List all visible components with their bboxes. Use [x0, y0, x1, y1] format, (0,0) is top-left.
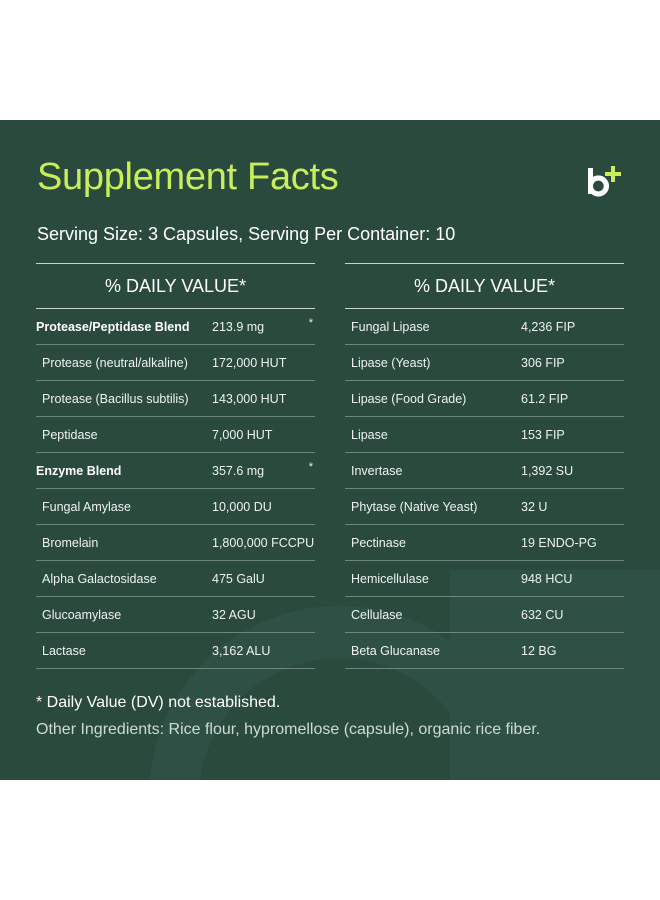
ingredient-name: Protease (Bacillus subtilis) — [42, 392, 189, 406]
ingredient-name: Lactase — [42, 644, 86, 658]
daily-value-footnote: * Daily Value (DV) not established. — [36, 694, 281, 711]
ingredient-amount: 306 FIP — [521, 356, 565, 370]
ingredient-name: Fungal Lipase — [351, 320, 430, 334]
left-daily-value-header: % DAILY VALUE* — [36, 263, 315, 309]
ingredient-amount: 32 U — [521, 500, 548, 514]
table-row: Invertase 1,392 SU — [345, 453, 624, 489]
ingredient-amount: 19 ENDO-PG — [521, 536, 597, 550]
supplement-facts-panel: Supplement Facts Serving Size: 3 Capsule… — [0, 120, 660, 780]
table-row: Cellulase 632 CU — [345, 597, 624, 633]
table-row: Lipase 153 FIP — [345, 417, 624, 453]
ingredient-name: Glucoamylase — [42, 608, 122, 622]
ingredient-amount: 32 AGU — [212, 608, 256, 622]
right-nutrient-table: % DAILY VALUE* Fungal Lipase 4,236 FIP Lip… — [345, 263, 624, 669]
ingredient-name: Pectinase — [351, 536, 406, 550]
ingredient-name: Lipase (Yeast) — [351, 356, 431, 370]
table-row: Enzyme Blend 357.6 mg * — [36, 453, 315, 489]
ingredient-name: Lipase (Food Grade) — [351, 392, 467, 406]
table-row: Phytase (Native Yeast) 32 U — [345, 489, 624, 525]
ingredient-amount: 948 HCU — [521, 572, 573, 586]
ingredient-name: Beta Glucanase — [351, 644, 440, 658]
ingredient-amount: 632 CU — [521, 608, 564, 622]
left-nutrient-table: % DAILY VALUE* Protease/Peptidase Blend 2… — [36, 263, 315, 669]
table-row: Protease/Peptidase Blend 213.9 mg * — [36, 309, 315, 345]
table-row: Peptidase 7,000 HUT — [36, 417, 315, 453]
table-row: Lipase (Yeast) 306 FIP — [345, 345, 624, 381]
ingredient-name: Cellulase — [351, 608, 403, 622]
table-row: Fungal Lipase 4,236 FIP — [345, 309, 624, 345]
ingredient-name: Protease/Peptidase Blend — [36, 320, 190, 334]
table-row: Protease (neutral/alkaline) 172,000 HUT — [36, 345, 315, 381]
table-row: Protease (Bacillus subtilis) 143,000 HUT — [36, 381, 315, 417]
table-row: Bromelain 1,800,000 FCCPU — [36, 525, 315, 561]
ingredient-amount: 61.2 FIP — [521, 392, 569, 406]
ingredient-amount: 357.6 mg — [212, 464, 265, 478]
ingredient-name: Enzyme Blend — [36, 464, 122, 478]
table-row: Lipase (Food Grade) 61.2 FIP — [345, 381, 624, 417]
ingredient-name: Hemicellulase — [351, 572, 429, 586]
right-daily-value-header: % DAILY VALUE* — [345, 263, 624, 309]
ingredient-name: Phytase (Native Yeast) — [351, 500, 478, 514]
ingredient-amount: 143,000 HUT — [212, 392, 287, 406]
ingredient-amount: 153 FIP — [521, 428, 565, 442]
ingredient-name: Protease (neutral/alkaline) — [42, 356, 188, 370]
b-plus-logo-icon — [588, 166, 621, 197]
ingredient-name: Fungal Amylase — [42, 500, 131, 514]
ingredient-amount: 475 GalU — [212, 572, 265, 586]
table-row: Pectinase 19 ENDO-PG — [345, 525, 624, 561]
ingredient-name: Bromelain — [42, 536, 99, 550]
ingredient-amount: 213.9 mg — [212, 320, 265, 334]
ingredient-amount: 7,000 HUT — [212, 428, 273, 442]
ingredient-amount: 172,000 HUT — [212, 356, 287, 370]
table-row: Beta Glucanase 12 BG — [345, 633, 624, 669]
other-ingredients-text: Other Ingredients: Rice flour, hypromell… — [36, 721, 541, 738]
table-row: Lactase 3,162 ALU — [36, 633, 315, 669]
ingredient-name: Invertase — [351, 464, 403, 478]
ingredient-amount: 10,000 DU — [212, 500, 272, 514]
ingredient-name: Peptidase — [42, 428, 98, 442]
ingredient-name: Alpha Galactosidase — [42, 572, 157, 586]
page-title: Supplement Facts — [37, 156, 339, 198]
table-row: Hemicellulase 948 HCU — [345, 561, 624, 597]
ingredient-name: Lipase — [351, 428, 388, 442]
ingredient-amount: 3,162 ALU — [212, 644, 271, 658]
ingredient-amount: 1,800,000 FCCPU — [212, 536, 315, 550]
ingredient-amount: 1,392 SU — [521, 464, 574, 478]
table-row: Alpha Galactosidase 475 GalU — [36, 561, 315, 597]
serving-size-text: Serving Size: 3 Capsules, Serving Per Co… — [37, 224, 456, 244]
daily-value-not-established-mark: * — [308, 317, 313, 329]
ingredient-amount: 4,236 FIP — [521, 320, 576, 334]
ingredient-amount: 12 BG — [521, 644, 557, 658]
table-row: Fungal Amylase 10,000 DU — [36, 489, 315, 525]
table-row: Glucoamylase 32 AGU — [36, 597, 315, 633]
daily-value-not-established-mark: * — [308, 461, 313, 473]
